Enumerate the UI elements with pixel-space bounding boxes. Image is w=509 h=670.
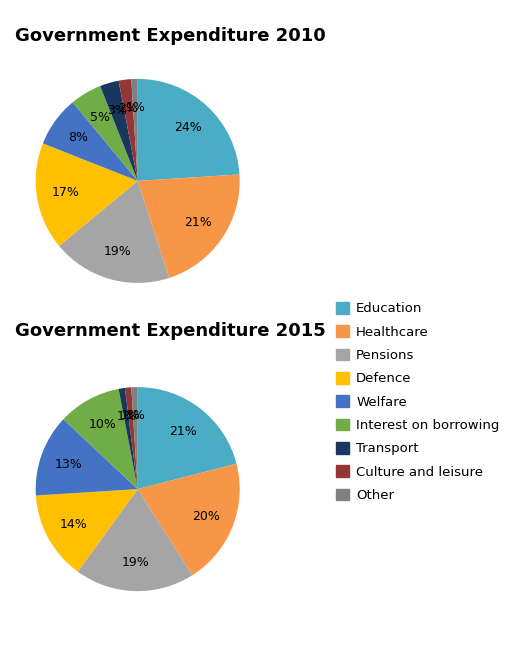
Text: 3%: 3% [107, 104, 127, 117]
Wedge shape [137, 174, 239, 278]
Wedge shape [73, 86, 137, 181]
Text: 14%: 14% [60, 518, 87, 531]
Wedge shape [131, 79, 137, 181]
Legend: Education, Healthcare, Pensions, Defence, Welfare, Interest on borrowing, Transp: Education, Healthcare, Pensions, Defence… [332, 298, 502, 506]
Wedge shape [59, 181, 169, 283]
Text: 24%: 24% [174, 121, 202, 134]
Text: 1%: 1% [116, 410, 136, 423]
Text: 2%: 2% [118, 102, 138, 115]
Text: 1%: 1% [125, 409, 145, 422]
Text: Government Expenditure 2010: Government Expenditure 2010 [15, 27, 325, 45]
Text: Government Expenditure 2015: Government Expenditure 2015 [15, 322, 325, 340]
Text: 8%: 8% [68, 131, 88, 144]
Wedge shape [125, 387, 137, 489]
Wedge shape [36, 143, 137, 246]
Wedge shape [119, 388, 137, 489]
Wedge shape [63, 389, 137, 489]
Wedge shape [100, 80, 137, 181]
Wedge shape [137, 79, 239, 181]
Wedge shape [137, 464, 239, 576]
Text: 19%: 19% [103, 245, 131, 258]
Text: 20%: 20% [192, 510, 219, 523]
Wedge shape [43, 103, 137, 181]
Text: 1%: 1% [125, 101, 145, 114]
Wedge shape [131, 387, 137, 489]
Text: 1%: 1% [121, 409, 140, 423]
Text: 13%: 13% [54, 458, 82, 471]
Text: 5%: 5% [90, 111, 110, 124]
Wedge shape [36, 489, 137, 572]
Text: 21%: 21% [184, 216, 212, 228]
Text: 19%: 19% [121, 556, 149, 569]
Wedge shape [119, 79, 137, 181]
Text: 10%: 10% [88, 418, 116, 431]
Text: 17%: 17% [51, 186, 79, 199]
Wedge shape [77, 489, 192, 591]
Wedge shape [137, 387, 236, 489]
Wedge shape [36, 419, 137, 496]
Text: 21%: 21% [168, 425, 196, 438]
